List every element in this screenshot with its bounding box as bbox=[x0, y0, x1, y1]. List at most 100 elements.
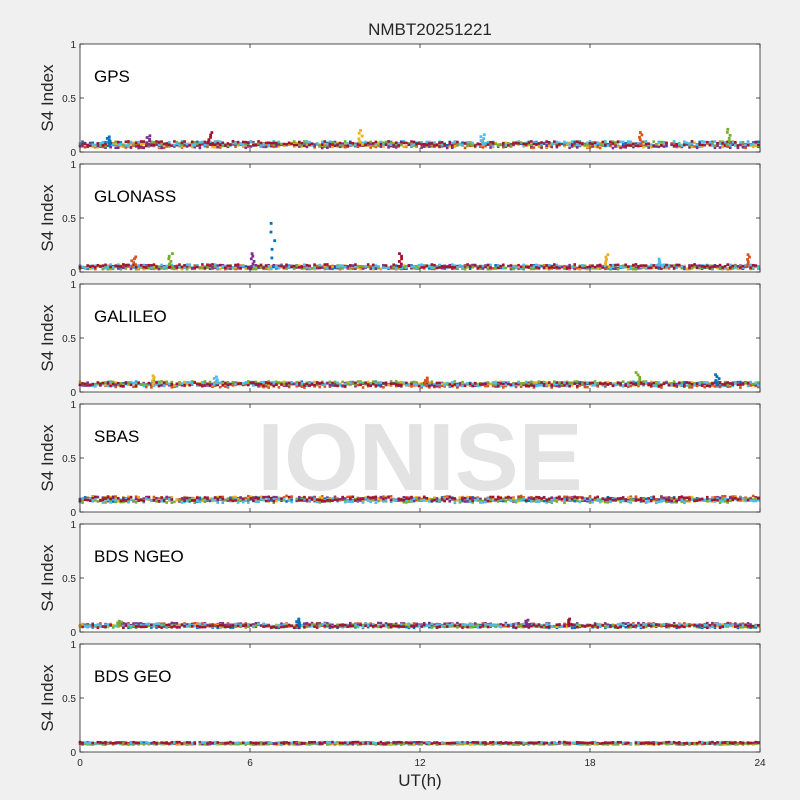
data-point bbox=[303, 266, 306, 270]
data-point bbox=[392, 382, 395, 385]
data-point bbox=[331, 267, 334, 271]
data-point bbox=[295, 143, 299, 147]
data-point bbox=[382, 497, 385, 501]
data-point bbox=[119, 267, 123, 271]
data-point bbox=[208, 264, 212, 267]
spike-point bbox=[209, 143, 212, 146]
data-point bbox=[428, 381, 431, 384]
data-point bbox=[162, 146, 166, 150]
data-point bbox=[491, 145, 495, 149]
data-point bbox=[537, 498, 541, 501]
data-point bbox=[741, 264, 745, 268]
data-point bbox=[496, 498, 500, 502]
data-point bbox=[208, 265, 212, 269]
data-point bbox=[647, 500, 650, 503]
data-point bbox=[512, 383, 515, 387]
data-point bbox=[629, 384, 633, 388]
data-point bbox=[422, 142, 426, 146]
data-point bbox=[160, 498, 163, 502]
data-point bbox=[111, 142, 115, 146]
data-point bbox=[170, 382, 174, 386]
data-point bbox=[269, 144, 273, 148]
spike-point bbox=[151, 383, 155, 386]
data-point bbox=[504, 381, 508, 385]
data-point bbox=[565, 266, 569, 269]
data-point bbox=[578, 265, 582, 269]
data-point bbox=[318, 501, 321, 504]
data-point bbox=[532, 382, 536, 386]
data-point bbox=[430, 498, 434, 501]
data-point bbox=[652, 140, 656, 143]
data-point bbox=[244, 496, 248, 500]
data-point bbox=[512, 267, 515, 271]
data-point bbox=[305, 384, 309, 387]
data-point bbox=[553, 499, 556, 502]
data-point bbox=[234, 142, 237, 145]
data-point bbox=[711, 141, 714, 145]
data-point bbox=[405, 266, 408, 269]
data-point bbox=[433, 144, 436, 147]
data-point bbox=[463, 500, 467, 503]
data-point bbox=[397, 383, 401, 387]
spike-point bbox=[249, 257, 253, 261]
data-point bbox=[114, 146, 117, 150]
data-point bbox=[739, 380, 742, 384]
data-point bbox=[486, 499, 490, 503]
data-point bbox=[356, 266, 360, 270]
data-point bbox=[188, 142, 191, 146]
data-point bbox=[147, 383, 151, 387]
data-point bbox=[463, 382, 467, 386]
data-point bbox=[323, 383, 327, 386]
data-point bbox=[366, 499, 370, 502]
data-point bbox=[468, 500, 472, 503]
data-point bbox=[234, 267, 237, 271]
data-point bbox=[269, 267, 273, 270]
data-point bbox=[517, 380, 520, 384]
data-point bbox=[150, 264, 153, 267]
data-point bbox=[96, 495, 100, 499]
y-tick-label: 0 bbox=[70, 148, 76, 159]
data-point bbox=[272, 499, 276, 503]
spike-point bbox=[746, 260, 750, 264]
data-point bbox=[494, 383, 497, 387]
data-point bbox=[746, 141, 750, 144]
data-point bbox=[122, 500, 125, 504]
data-point bbox=[104, 266, 107, 270]
data-point bbox=[471, 141, 474, 145]
data-point bbox=[349, 266, 352, 270]
data-point bbox=[173, 500, 176, 504]
data-point bbox=[104, 381, 107, 384]
data-point bbox=[351, 143, 355, 147]
data-point bbox=[412, 499, 416, 502]
data-point bbox=[591, 145, 594, 148]
data-point bbox=[139, 265, 143, 269]
data-point bbox=[486, 263, 490, 267]
data-point bbox=[303, 144, 306, 148]
data-point bbox=[632, 145, 635, 149]
data-point bbox=[553, 496, 556, 500]
data-point bbox=[221, 265, 225, 268]
data-point bbox=[147, 263, 151, 267]
data-point bbox=[323, 140, 327, 143]
data-point bbox=[349, 264, 352, 267]
data-point bbox=[524, 265, 528, 269]
data-point bbox=[463, 146, 467, 150]
data-point bbox=[198, 499, 202, 502]
data-point bbox=[491, 384, 495, 388]
data-point bbox=[680, 381, 684, 385]
data-point bbox=[522, 497, 525, 500]
data-point bbox=[415, 495, 418, 499]
data-point bbox=[547, 500, 551, 503]
data-point bbox=[224, 267, 227, 271]
data-point bbox=[741, 145, 745, 149]
data-point bbox=[660, 386, 663, 389]
data-point bbox=[180, 497, 184, 500]
data-point bbox=[359, 381, 362, 384]
spike-point bbox=[152, 377, 156, 381]
data-point bbox=[111, 267, 115, 271]
data-point bbox=[563, 381, 566, 385]
data-point bbox=[272, 141, 276, 145]
data-point bbox=[468, 497, 472, 500]
data-point bbox=[670, 143, 673, 147]
